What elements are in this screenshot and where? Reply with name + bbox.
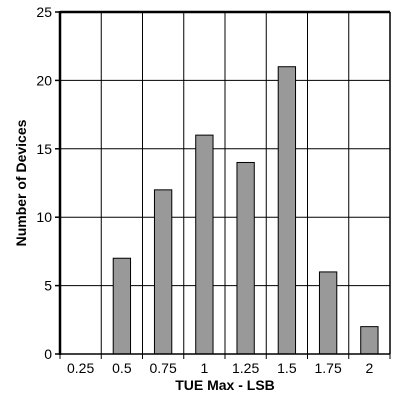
- y-tick-label: 20: [36, 72, 52, 88]
- grid-lines: [60, 12, 390, 354]
- bars: [112, 66, 379, 355]
- x-tick-label: 0.75: [150, 360, 177, 376]
- bar-1: [195, 134, 214, 355]
- x-tick-label: 1.25: [232, 360, 259, 376]
- y-tick-label: 10: [36, 209, 52, 225]
- y-tick-label: 0: [44, 346, 52, 362]
- plot-frame: [58, 10, 391, 355]
- x-tick-label: 1: [200, 360, 208, 376]
- y-tick-label: 25: [36, 4, 52, 20]
- y-tick-label: 5: [44, 278, 52, 294]
- x-tick-label: 2: [365, 360, 373, 376]
- x-tick-label: 1.75: [315, 360, 342, 376]
- tick-labels: 0 5 10 15 20 25 0.25 0.5 0.75 1 1.25 1.5 1.75 2: [36, 4, 391, 376]
- x-axis-title: TUE Max - LSB: [175, 377, 275, 393]
- bar-1.75: [318, 271, 338, 355]
- bar-0.5: [112, 257, 132, 355]
- x-tick-label: 0.5: [112, 360, 132, 376]
- bar-0.75: [153, 189, 173, 355]
- y-axis-title: Number of Devices: [13, 119, 29, 246]
- bar-1.25: [236, 161, 255, 355]
- bar-2: [360, 326, 379, 355]
- x-tick-label: 0.25: [67, 360, 94, 376]
- x-tick-label: 1.5: [277, 360, 297, 376]
- y-tick-label: 15: [36, 141, 52, 157]
- bar-1.5: [277, 66, 297, 355]
